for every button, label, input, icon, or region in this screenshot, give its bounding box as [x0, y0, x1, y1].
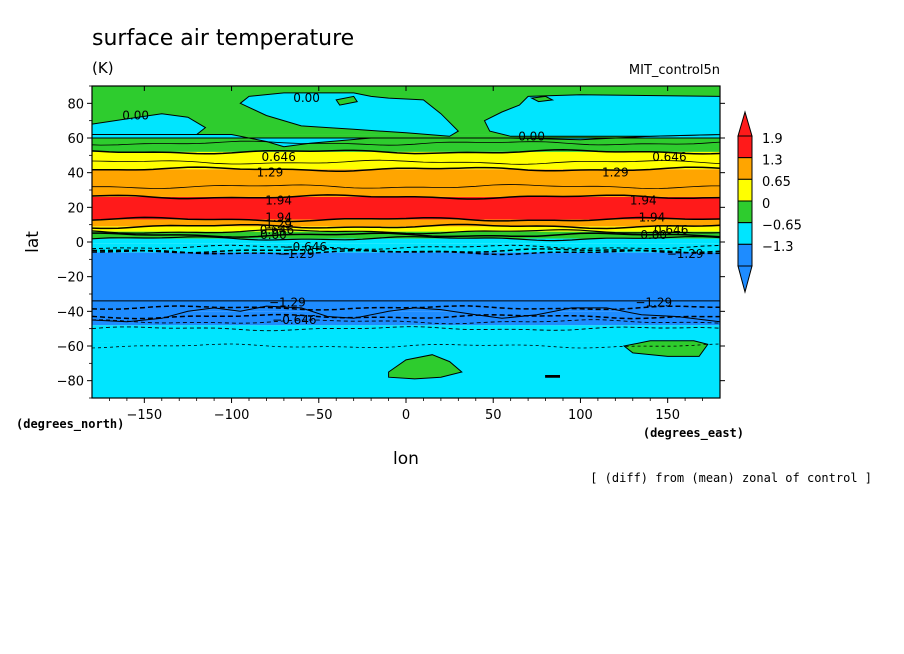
y-tick-label: −60 — [57, 340, 84, 355]
zonal-band-10 — [92, 169, 720, 197]
colorbar-label: 0 — [762, 197, 770, 212]
colorbar-swatch-0 — [737, 135, 753, 159]
y-tick-label: −40 — [57, 305, 84, 320]
colorbar-label: 0.65 — [762, 175, 791, 190]
contour-line-4 — [92, 305, 720, 311]
y-tick-label: 0 — [76, 236, 84, 251]
contour-line-16 — [92, 159, 720, 165]
contour-line-13 — [92, 194, 720, 200]
contour-label-17: −1.29 — [278, 247, 315, 261]
colorbar-over-arrow — [737, 110, 753, 137]
colorbar-swatch-1 — [737, 157, 753, 180]
contour-label-15: 0.646 — [654, 223, 688, 237]
contour-line-12 — [92, 216, 720, 223]
colorbar-under-arrow — [737, 265, 753, 294]
x-tick-label: −150 — [126, 408, 162, 423]
colorbar: −1.3 −0.65 0 0.65 1.3 1.9 — [737, 110, 802, 294]
y-axis-label: lat — [23, 231, 43, 253]
contour-patch-2 — [239, 92, 460, 137]
contour-patch-4 — [335, 95, 359, 106]
contour-line-15 — [92, 166, 720, 172]
contour-label-19: −1.29 — [269, 296, 306, 310]
x-tick-label: 100 — [568, 408, 593, 423]
chart-units: (K) — [92, 59, 114, 77]
y-unit-label: (degrees_north) — [16, 417, 124, 432]
contour-line-10 — [92, 228, 720, 235]
diff-note: [ (diff) from (mean) zonal of control ] — [590, 471, 872, 485]
y-axis: −80 −60 −40 −20 0 20 40 60 80 — [57, 85, 725, 399]
y-tick-label: 20 — [67, 201, 84, 216]
colorbar-label: 1.3 — [762, 154, 783, 169]
colorbar-label: −1.3 — [762, 240, 794, 255]
y-tick-label: −80 — [57, 375, 84, 390]
chart-title: surface air temperature — [92, 26, 354, 51]
zonal-band-4 — [92, 243, 720, 253]
y-tick-label: 60 — [67, 132, 84, 147]
zonal-band-8 — [92, 219, 720, 227]
colorbar-label: −0.65 — [762, 219, 802, 234]
contour-label-4: 0.646 — [652, 150, 686, 164]
zonal-band-9 — [92, 196, 720, 220]
contour-line-11 — [92, 223, 720, 230]
dataset-label: MIT_control5n — [629, 63, 720, 78]
contour-line-0 — [92, 343, 720, 349]
contour-label-1: 0.00 — [293, 91, 320, 105]
contour-label-2: 0.00 — [518, 129, 545, 143]
contour-label-9: 1.94 — [265, 211, 292, 225]
zonal-band-6 — [92, 231, 720, 239]
x-axis: −150 −100 −50 0 50 100 150 — [109, 86, 703, 423]
y-tick-label: 80 — [67, 97, 84, 112]
contour-label-3: 0.646 — [261, 150, 295, 164]
contour-patch-9 — [545, 375, 560, 378]
contour-patch-7 — [388, 354, 463, 380]
x-tick-label: −50 — [305, 408, 332, 423]
contour-patch-5 — [529, 95, 555, 103]
contour-patch-8 — [622, 340, 709, 357]
contour-patch-3 — [483, 94, 720, 137]
contour-label-12: 0.646 — [260, 223, 294, 237]
colorbar-swatch-4 — [737, 222, 753, 245]
colorbar-swatch-2 — [737, 178, 753, 202]
x-tick-label: 50 — [485, 408, 502, 423]
zonal-band-1 — [92, 325, 720, 343]
y-tick-label: −20 — [57, 271, 84, 286]
colorbar-label: 1.9 — [762, 132, 783, 147]
contour-label-10: 1.94 — [639, 211, 666, 225]
contour-line-18 — [92, 140, 720, 146]
y-tick-label: 40 — [67, 167, 84, 182]
contour-label-21: −0.646 — [272, 313, 316, 327]
contour-line-9 — [92, 232, 720, 238]
colorbar-swatch-3 — [737, 200, 753, 224]
contour-line-3 — [92, 313, 720, 320]
contour-line-14 — [92, 184, 720, 190]
contour-label-5: 1.29 — [257, 166, 284, 180]
contour-label-6: 1.29 — [602, 166, 629, 180]
contour-label-20: −1.29 — [635, 296, 672, 310]
x-unit-label: (degrees_east) — [643, 426, 744, 441]
contour-patch-1 — [92, 133, 720, 148]
zonal-band-7 — [92, 226, 720, 232]
contour-label-14: 0.00 — [640, 228, 667, 242]
contour-label-13: 0.00 — [260, 228, 287, 242]
contour-line-6 — [92, 248, 720, 254]
x-tick-label: −100 — [214, 408, 250, 423]
contour-line-8 — [92, 235, 720, 242]
contour-label-18: −1.29 — [667, 247, 704, 261]
x-tick-label: 150 — [655, 408, 680, 423]
contour-label-8: 1.94 — [630, 193, 657, 207]
zonal-band-5 — [92, 238, 720, 244]
x-axis-label: lon — [393, 449, 419, 469]
colorbar-swatch-5 — [737, 243, 753, 267]
contour-line-17 — [92, 149, 720, 155]
zonal-band-11 — [92, 151, 720, 170]
contour-label-11: 1.29 — [265, 218, 292, 232]
x-tick-label: 0 — [402, 408, 410, 423]
contour-label-16: −0.646 — [283, 240, 327, 254]
contour-label-0: 0.00 — [122, 108, 149, 122]
contour-label-7: 1.94 — [265, 193, 292, 207]
